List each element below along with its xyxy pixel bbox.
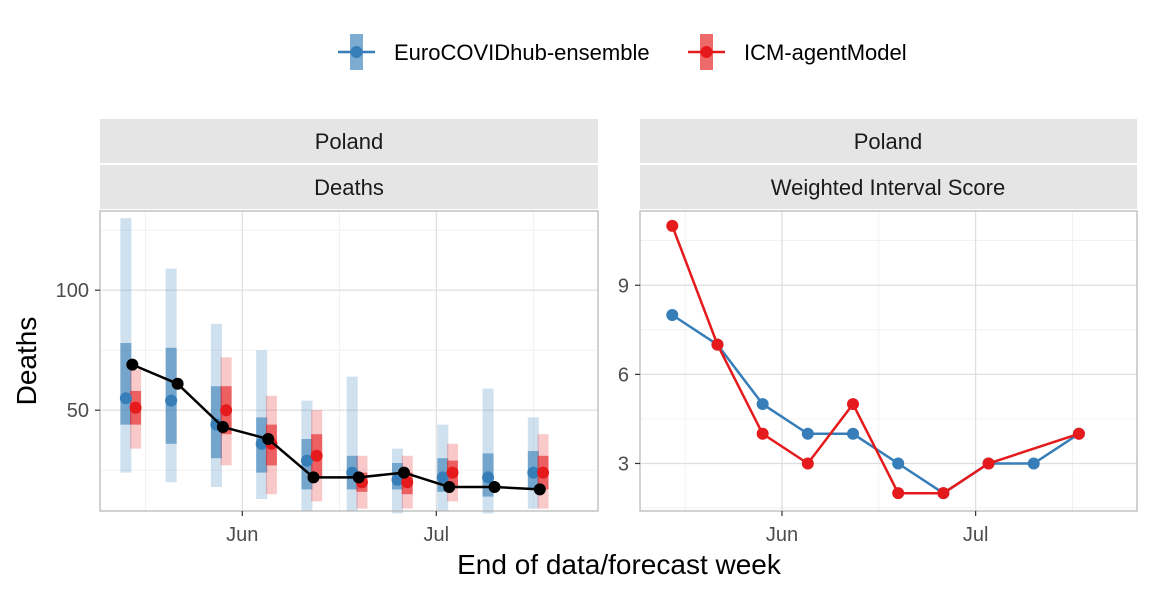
legend-key-ensemble-point bbox=[350, 46, 363, 58]
median-point-ensemble bbox=[119, 392, 132, 405]
legend-label-ensemble: EuroCOVIDhub-ensemble bbox=[394, 40, 650, 65]
x-tick-label: Jun bbox=[766, 524, 798, 546]
panel-border bbox=[99, 210, 599, 512]
score-point-ensemble bbox=[756, 398, 769, 411]
x-tick-label: Jun bbox=[226, 524, 258, 546]
y-axis-title-deaths: Deaths bbox=[11, 317, 42, 406]
median-point-ensemble bbox=[165, 394, 178, 407]
x-axis-title: End of data/forecast week bbox=[457, 549, 782, 580]
median-point-ensemble bbox=[300, 454, 313, 467]
legend-key-ensemble bbox=[338, 34, 375, 70]
band-outer-ensemble bbox=[482, 388, 494, 514]
strip-metric-wis-bg bbox=[640, 165, 1137, 209]
score-point-ensemble bbox=[892, 457, 905, 470]
observed-line bbox=[131, 363, 540, 491]
y-tick-label: 9 bbox=[618, 275, 629, 297]
observed-point bbox=[443, 481, 456, 493]
panel-wis-strips: Poland Weighted Interval Score bbox=[640, 119, 1137, 209]
y-tick-label: 50 bbox=[67, 400, 89, 422]
observed-point bbox=[307, 471, 320, 484]
score-point-icm bbox=[892, 487, 905, 500]
y-tick-label: 3 bbox=[618, 453, 629, 475]
median-point-icm bbox=[310, 449, 323, 462]
strip-metric-deaths: Deaths bbox=[314, 175, 384, 200]
score-point-ensemble bbox=[847, 427, 859, 440]
y-tick-label: 6 bbox=[618, 364, 629, 386]
median-point-ensemble bbox=[527, 466, 540, 479]
score-point-icm bbox=[937, 487, 950, 500]
y-tick-label: 100 bbox=[56, 280, 89, 302]
median-point-icm bbox=[220, 404, 233, 417]
median-point-icm bbox=[537, 466, 550, 479]
median-point-icm bbox=[401, 476, 414, 489]
panel-deaths-plot: Jun Jul 50 100 bbox=[56, 210, 599, 546]
score-point-icm bbox=[801, 457, 814, 470]
x-tick-label: Jul bbox=[424, 524, 450, 546]
band-outer-ensemble bbox=[346, 376, 358, 511]
plot-background bbox=[640, 211, 1137, 511]
panel-border bbox=[639, 210, 1138, 512]
score-point-ensemble bbox=[666, 308, 679, 321]
observed-point bbox=[171, 377, 184, 390]
median-point-ensemble bbox=[482, 471, 495, 484]
score-point-icm bbox=[711, 338, 724, 351]
median-point-icm bbox=[129, 401, 142, 414]
legend: EuroCOVIDhub-ensemble ICM-agentModel bbox=[338, 34, 907, 70]
panel-wis-plot: Jun Jul 3 6 9 bbox=[618, 210, 1138, 546]
score-point-ensemble bbox=[801, 427, 814, 440]
observed-point bbox=[216, 421, 229, 433]
score-point-icm bbox=[756, 427, 769, 440]
strip-country-deaths: Poland bbox=[315, 129, 384, 154]
legend-key-icm-point bbox=[700, 46, 713, 58]
observed-point bbox=[352, 471, 365, 484]
strip-metric-wis: Weighted Interval Score bbox=[771, 175, 1005, 200]
panel-deaths-strips: Poland Deaths bbox=[100, 119, 598, 209]
observed-point bbox=[126, 358, 139, 371]
strip-country-deaths-bg bbox=[100, 119, 598, 163]
legend-label-icm: ICM-agentModel bbox=[744, 40, 907, 65]
median-point-ensemble bbox=[436, 471, 449, 484]
observed-point bbox=[533, 483, 546, 496]
strip-country-wis: Poland bbox=[854, 129, 923, 154]
score-point-ensemble bbox=[1027, 457, 1040, 470]
score-point-icm bbox=[1072, 427, 1085, 440]
score-point-icm bbox=[847, 398, 859, 411]
observed-point bbox=[262, 433, 275, 445]
legend-key-icm bbox=[688, 34, 725, 70]
strip-country-wis-bg bbox=[640, 119, 1137, 163]
median-point-icm bbox=[446, 466, 459, 479]
observed-point bbox=[488, 481, 501, 493]
strip-metric-deaths-bg bbox=[100, 165, 598, 209]
x-tick-label: Jul bbox=[963, 524, 989, 546]
band-inner-ensemble bbox=[120, 343, 132, 425]
score-point-icm bbox=[982, 457, 995, 470]
observed-point bbox=[397, 466, 410, 479]
score-point-icm bbox=[666, 219, 679, 232]
